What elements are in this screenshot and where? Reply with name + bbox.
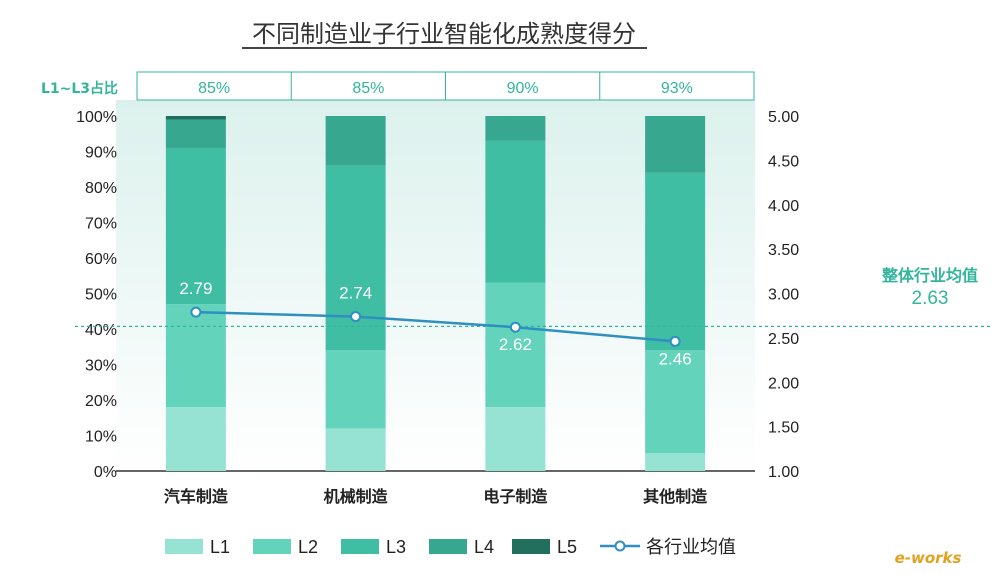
bar-l1-3 — [645, 453, 706, 471]
y-left-tick-label: 60% — [85, 251, 117, 268]
legend-label-l1: L1 — [210, 537, 230, 557]
x-tick-label-2: 电子制造 — [483, 487, 548, 506]
mean-point-2 — [509, 321, 521, 333]
bar-l3-0 — [165, 147, 226, 305]
y-left-tick-label: 30% — [85, 358, 117, 375]
mean-point-3 — [669, 335, 681, 347]
y-right-tick-label: 4.50 — [768, 153, 799, 170]
mean-point-1 — [350, 311, 362, 323]
ratio-row-label: L1~L3占比 — [41, 80, 118, 97]
legend-label-l3: L3 — [386, 537, 406, 557]
bar-l2-2 — [485, 282, 546, 408]
chart-title: 不同制造业子行业智能化成熟度得分 — [252, 20, 636, 48]
legend-line-marker — [614, 540, 626, 552]
x-tick-label-1: 机械制造 — [324, 487, 389, 506]
y-right-tick-label: 4.00 — [768, 198, 799, 215]
legend-swatch-l3 — [341, 539, 379, 554]
bar-l4-3 — [645, 116, 706, 173]
y-left-tick-label: 40% — [85, 322, 117, 339]
ratio-value-0: 85% — [198, 80, 230, 97]
y-left-tick-label: 100% — [76, 109, 117, 126]
bar-l2-0 — [165, 304, 226, 408]
legend-swatch-l2 — [253, 539, 291, 554]
bar-l2-3 — [645, 350, 706, 454]
y-right-tick-label: 2.50 — [768, 331, 799, 348]
y-left-tick-label: 20% — [85, 393, 117, 410]
bar-l1-0 — [165, 407, 226, 471]
y-right-tick-label: 1.50 — [768, 420, 799, 437]
watermark-logo: e-works — [895, 549, 962, 567]
bar-l4-1 — [325, 116, 386, 166]
ratio-value-2: 90% — [507, 80, 539, 97]
legend-swatch-l1 — [165, 539, 203, 554]
average-label: 整体行业均值 — [881, 266, 978, 285]
mean-label-2: 2.62 — [499, 335, 532, 354]
bar-l3-2 — [485, 140, 546, 283]
legend-label-mean: 各行业均值 — [646, 537, 736, 558]
mean-point-0 — [190, 306, 202, 318]
mean-label-0: 2.79 — [179, 279, 212, 298]
y-left-tick-label: 0% — [94, 464, 117, 481]
legend-label-l2: L2 — [298, 537, 318, 557]
bar-l3-1 — [325, 165, 386, 351]
bar-l2-1 — [325, 350, 386, 429]
average-value: 2.63 — [912, 288, 949, 309]
mean-line — [195, 310, 676, 343]
mean-label-3: 2.46 — [659, 349, 692, 368]
bar-l4-0 — [165, 119, 226, 148]
bar-l1-1 — [325, 428, 386, 471]
mean-label-1: 2.74 — [339, 284, 372, 303]
legend-swatch-l5 — [512, 539, 550, 554]
bar-l1-2 — [485, 407, 546, 471]
y-right-tick-label: 2.00 — [768, 375, 799, 392]
legend-label-l4: L4 — [474, 537, 494, 557]
ratio-value-1: 85% — [352, 80, 384, 97]
y-left-tick-label: 80% — [85, 180, 117, 197]
y-left-tick-label: 70% — [85, 216, 117, 233]
x-tick-label-0: 汽车制造 — [164, 487, 229, 506]
x-tick-label-3: 其他制造 — [643, 487, 708, 506]
ratio-value-3: 93% — [661, 80, 693, 97]
y-right-tick-label: 1.00 — [768, 464, 799, 481]
bar-l4-2 — [485, 116, 546, 141]
bar-l3-3 — [645, 172, 706, 351]
y-right-tick-label: 3.00 — [768, 287, 799, 304]
y-left-tick-label: 10% — [85, 429, 117, 446]
y-left-tick-label: 90% — [85, 145, 117, 162]
y-right-tick-label: 3.50 — [768, 242, 799, 259]
y-right-tick-label: 5.00 — [768, 109, 799, 126]
y-left-tick-label: 50% — [85, 287, 117, 304]
title-underline — [242, 47, 647, 49]
bar-l5-0 — [165, 116, 226, 120]
legend-swatch-l4 — [429, 539, 467, 554]
legend-label-l5: L5 — [557, 537, 577, 557]
